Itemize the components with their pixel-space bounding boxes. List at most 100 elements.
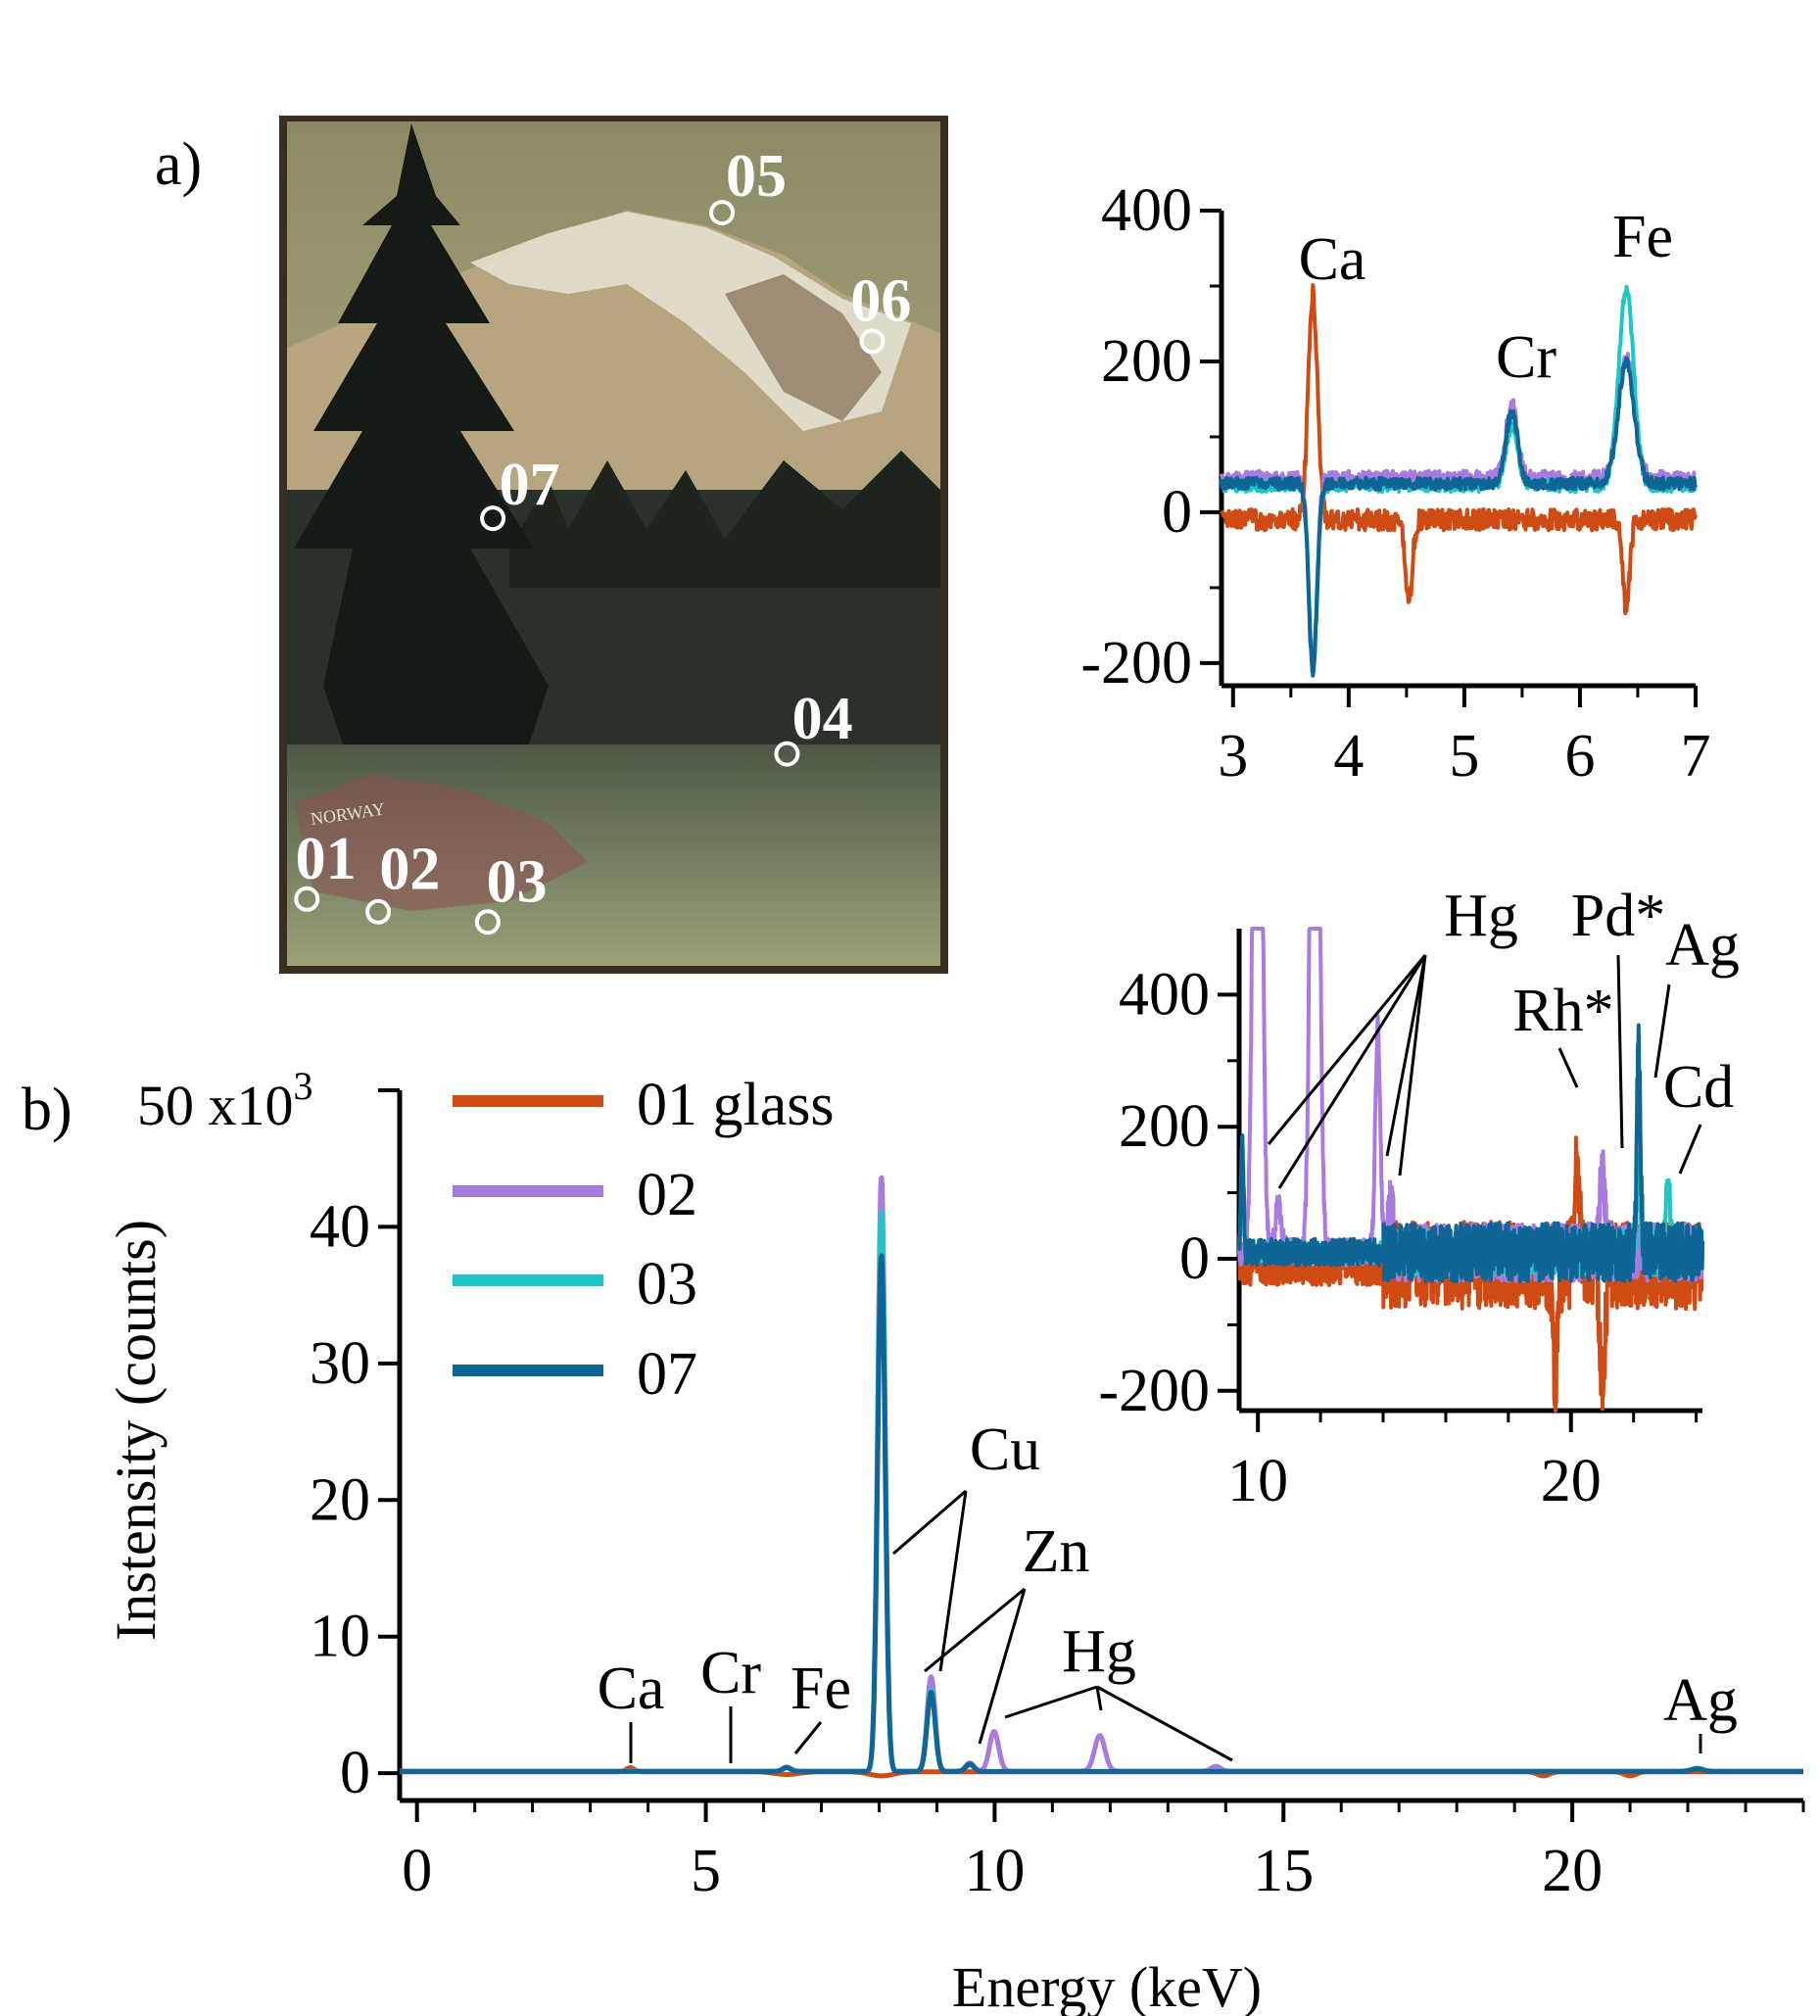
main-annotation-hg: Hg <box>1062 1618 1136 1685</box>
y-axis-label: Instensity (counts) <box>104 1220 168 1641</box>
spot-label-05: 05 <box>726 143 787 210</box>
spot-label-04: 04 <box>792 686 853 752</box>
inset-high-axes: -200 0 200 400 10 20 <box>1098 929 1702 1514</box>
main-annotation-ag: Ag <box>1663 1667 1738 1734</box>
spot-label-06: 06 <box>850 268 911 335</box>
legend-label-03: 03 <box>637 1251 697 1318</box>
x-axis-label: Energy (keV) <box>952 1955 1262 2016</box>
inset_low-x-tick-label: 7 <box>1681 723 1711 790</box>
main-annotation-leader <box>978 1588 1027 1745</box>
y-multiplier-top: 50 <box>137 1074 209 1137</box>
spot-label-02: 02 <box>379 836 440 902</box>
inset_high-annotation-ag: Ag <box>1665 912 1740 979</box>
main-y-tick-label: 10 <box>310 1604 370 1670</box>
main-annotation-leader <box>892 1489 967 1556</box>
inset_low-y-tick-label: 400 <box>1101 177 1192 244</box>
legend-label-01-glass: 01 glass <box>637 1072 835 1138</box>
inset_low-x-tick-label: 6 <box>1564 723 1595 790</box>
main-x-tick-label: 15 <box>1253 1838 1314 1904</box>
legend-label-02: 02 <box>637 1162 697 1228</box>
inset_low-x-tick-label: 5 <box>1449 723 1479 790</box>
main-annotation-leader <box>1095 1686 1103 1711</box>
photograph: NORWAY <box>279 116 948 974</box>
main-annotation-leader <box>793 1721 823 1754</box>
main-x-tick-label: 5 <box>691 1838 721 1904</box>
inset-high-energy: -200 0 200 400 10 20 Hg Pd* Ag Rh* Cd <box>1098 883 1740 1514</box>
main-annotation-fe: Fe <box>790 1656 851 1722</box>
spot-label-03: 03 <box>487 848 548 915</box>
main-series-07 <box>398 1253 1805 1774</box>
main-annotations: Ca Cr Fe Cu Zn Hg Ag <box>598 1416 1738 1763</box>
inset_low-y-tick-label: 200 <box>1101 328 1192 395</box>
inset_high-x-tick-label: 20 <box>1541 1448 1602 1514</box>
photo-fir-tree <box>294 123 549 744</box>
photo-ridge <box>725 274 882 421</box>
main-y-tick-label: 20 <box>310 1466 370 1533</box>
inset-high-annotations: Hg Pd* Ag Rh* Cd <box>1267 883 1740 1189</box>
y-multiplier: 50 x103 <box>137 1064 313 1137</box>
inset-low-series <box>1220 283 1698 678</box>
main-x-tick-label: 20 <box>1542 1838 1603 1904</box>
inset_high-annotation-pd-star: Pd* <box>1571 883 1665 949</box>
inset-low-axes: -200 0 200 400 3 4 5 6 7 <box>1080 177 1710 790</box>
inset_high-y-tick-label: 200 <box>1119 1093 1210 1160</box>
main-annotation-leader <box>1004 1685 1098 1719</box>
inset_high-annotation-leader <box>1616 954 1624 1149</box>
spot-marker-04 <box>774 741 800 767</box>
inset_high-annotation-rh-star: Rh* <box>1512 978 1613 1044</box>
main-y-tick-label: 40 <box>310 1193 370 1260</box>
main-annotation-cr: Cr <box>700 1640 761 1706</box>
inset_high-annotation-leader <box>1385 954 1427 1157</box>
inset_high-annotation-leader <box>1277 954 1427 1189</box>
inset_high-annotation-leader <box>1653 984 1671 1079</box>
inset_high-annotation-leader <box>1267 954 1427 1145</box>
legend-label-07: 07 <box>637 1341 697 1408</box>
main-y-tick-label: 30 <box>310 1330 370 1397</box>
legend: 01 glass 02 03 07 <box>453 1072 835 1408</box>
photo-distant-trees <box>509 451 940 588</box>
main-x-tick-label: 0 <box>402 1838 432 1904</box>
inset-low-annotations: Ca Cr Fe <box>1299 204 1673 391</box>
panel-a-label: a) <box>155 131 202 198</box>
inset_low-annotation-cr: Cr <box>1496 324 1557 391</box>
inset_low-y-tick-label: 0 <box>1162 479 1192 546</box>
spot-label-07: 07 <box>500 452 560 518</box>
main-annotation-leader <box>938 1490 968 1672</box>
y-multiplier-exp: 3 <box>294 1064 313 1108</box>
spot-marker-05 <box>709 200 736 226</box>
inset_low-y-tick-label: -200 <box>1080 630 1192 696</box>
inset-low-energy: -200 0 200 400 3 4 5 6 7 Ca Cr Fe <box>1080 177 1710 790</box>
inset_low-annotation-fe: Fe <box>1612 204 1673 270</box>
main-axes: 0 10 20 30 40 0 5 10 15 20 <box>310 1088 1805 1904</box>
main-annotation-leader <box>924 1587 1026 1673</box>
panel-b-label: b) <box>22 1077 72 1143</box>
inset_high-annotation-hg: Hg <box>1444 883 1518 949</box>
main-x-tick-label: 10 <box>964 1838 1025 1904</box>
inset_low-x-tick-label: 4 <box>1333 723 1364 790</box>
inset_low-annotation-ca: Ca <box>1299 226 1366 293</box>
inset_high-x-tick-label: 10 <box>1227 1448 1288 1514</box>
inset_high-y-tick-label: -200 <box>1098 1358 1210 1424</box>
inset_low-x-tick-label: 3 <box>1218 723 1248 790</box>
spot-marker-03 <box>474 909 501 936</box>
inset_high-annotation-cd: Cd <box>1663 1054 1734 1121</box>
y-multiplier-base: x10 <box>209 1074 294 1137</box>
measurement-spots: 01 02 03 04 05 06 07 <box>294 143 911 936</box>
spot-marker-06 <box>859 328 886 355</box>
spot-label-01: 01 <box>296 826 357 892</box>
inset_high-series-07 <box>1237 1023 1704 1283</box>
inset_high-y-tick-label: 0 <box>1179 1225 1210 1292</box>
inset-high-series <box>1237 927 1704 1413</box>
main-annotation-leader <box>1096 1685 1233 1762</box>
main-annotation-cu: Cu <box>970 1416 1040 1483</box>
spot-marker-01 <box>294 886 320 912</box>
panel-a: a) NORWAY 01 02 03 04 05 06 07 <box>155 116 948 974</box>
inset_low-series-01-glass <box>1220 283 1698 615</box>
main-y-tick-label: 0 <box>340 1740 370 1806</box>
inset_low-series-07 <box>1220 356 1698 678</box>
inset_high-annotation-leader <box>1398 954 1427 1176</box>
spot-marker-02 <box>365 898 392 925</box>
inset_high-annotation-leader <box>1678 1124 1702 1175</box>
